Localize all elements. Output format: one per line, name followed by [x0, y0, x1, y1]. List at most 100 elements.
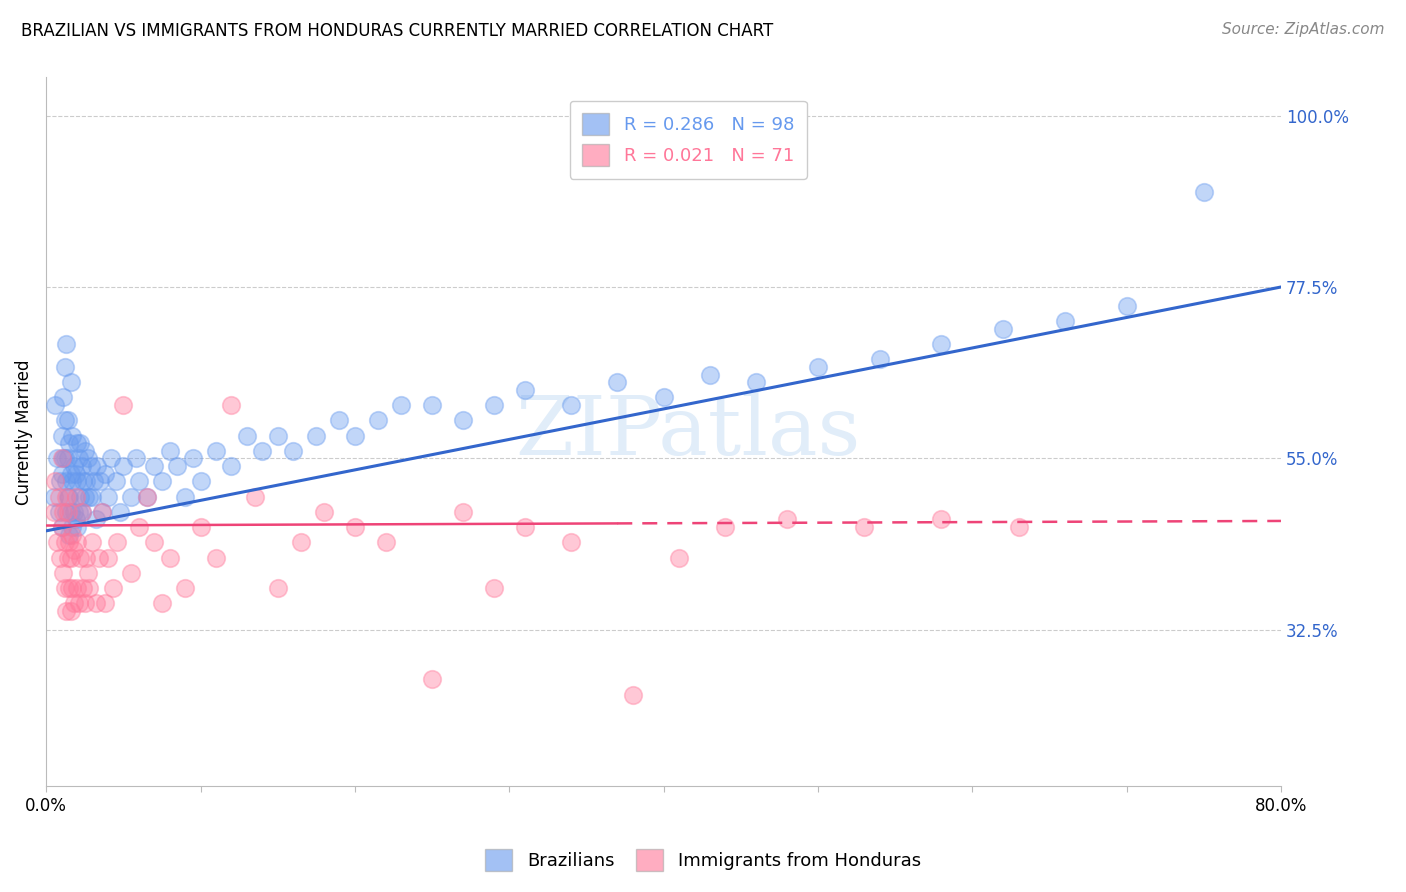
Point: [150, 596, 173, 610]
Point: [49, 475, 72, 489]
Point: [62, 581, 84, 595]
Point: [159, 443, 181, 458]
Point: [58, 527, 80, 541]
Point: [46, 535, 69, 549]
Point: [84, 596, 107, 610]
Legend: Brazilians, Immigrants from Honduras: Brazilians, Immigrants from Honduras: [478, 842, 928, 879]
Point: [62, 520, 84, 534]
Point: [343, 428, 366, 442]
Legend: R = 0.286   N = 98, R = 0.021   N = 71: R = 0.286 N = 98, R = 0.021 N = 71: [569, 101, 807, 179]
Point: [159, 550, 181, 565]
Point: [97, 550, 120, 565]
Point: [166, 459, 188, 474]
Point: [82, 490, 104, 504]
Point: [482, 581, 505, 595]
Point: [65, 512, 87, 526]
Text: BRAZILIAN VS IMMIGRANTS FROM HONDURAS CURRENTLY MARRIED CORRELATION CHART: BRAZILIAN VS IMMIGRANTS FROM HONDURAS CU…: [21, 22, 773, 40]
Point: [76, 451, 98, 466]
Point: [51, 520, 73, 534]
Point: [59, 505, 82, 519]
Point: [150, 475, 173, 489]
Point: [87, 550, 110, 565]
Point: [100, 451, 122, 466]
Point: [101, 581, 124, 595]
Point: [42, 490, 65, 504]
Point: [97, 490, 120, 504]
Point: [367, 413, 389, 427]
Point: [51, 428, 73, 442]
Point: [94, 467, 117, 481]
Text: Source: ZipAtlas.com: Source: ZipAtlas.com: [1222, 22, 1385, 37]
Point: [56, 550, 79, 565]
Point: [70, 459, 93, 474]
Point: [62, 428, 84, 442]
Y-axis label: Currently Married: Currently Married: [15, 359, 32, 505]
Point: [55, 337, 77, 351]
Point: [67, 451, 90, 466]
Point: [343, 520, 366, 534]
Point: [86, 459, 108, 474]
Point: [281, 443, 304, 458]
Point: [1053, 314, 1076, 328]
Point: [63, 459, 86, 474]
Point: [56, 451, 79, 466]
Point: [94, 596, 117, 610]
Point: [135, 490, 157, 504]
Point: [79, 581, 101, 595]
Point: [328, 413, 350, 427]
Point: [55, 604, 77, 618]
Point: [56, 505, 79, 519]
Point: [55, 505, 77, 519]
Point: [59, 376, 82, 390]
Point: [112, 459, 135, 474]
Point: [1192, 185, 1215, 199]
Point: [62, 475, 84, 489]
Point: [73, 443, 96, 458]
Point: [52, 391, 75, 405]
Point: [48, 505, 70, 519]
Point: [652, 391, 675, 405]
Point: [190, 520, 212, 534]
Point: [44, 475, 66, 489]
Point: [125, 451, 148, 466]
Point: [58, 535, 80, 549]
Point: [79, 490, 101, 504]
Point: [53, 451, 76, 466]
Point: [75, 550, 97, 565]
Point: [1115, 299, 1137, 313]
Point: [65, 467, 87, 481]
Point: [252, 443, 274, 458]
Point: [44, 398, 66, 412]
Point: [59, 604, 82, 618]
Point: [236, 428, 259, 442]
Point: [374, 535, 396, 549]
Point: [221, 459, 243, 474]
Point: [75, 475, 97, 489]
Point: [267, 581, 290, 595]
Point: [52, 566, 75, 580]
Point: [267, 428, 290, 442]
Point: [58, 490, 80, 504]
Point: [621, 688, 644, 702]
Point: [52, 505, 75, 519]
Point: [90, 505, 112, 519]
Point: [56, 490, 79, 504]
Point: [51, 467, 73, 481]
Point: [112, 398, 135, 412]
Point: [513, 520, 536, 534]
Point: [205, 550, 228, 565]
Point: [72, 475, 94, 489]
Point: [90, 505, 112, 519]
Point: [49, 550, 72, 565]
Point: [143, 535, 166, 549]
Point: [243, 490, 266, 504]
Point: [66, 475, 89, 489]
Point: [55, 475, 77, 489]
Point: [73, 490, 96, 504]
Point: [668, 550, 690, 565]
Point: [66, 520, 89, 534]
Point: [714, 520, 737, 534]
Point: [67, 505, 90, 519]
Point: [143, 459, 166, 474]
Point: [120, 490, 142, 504]
